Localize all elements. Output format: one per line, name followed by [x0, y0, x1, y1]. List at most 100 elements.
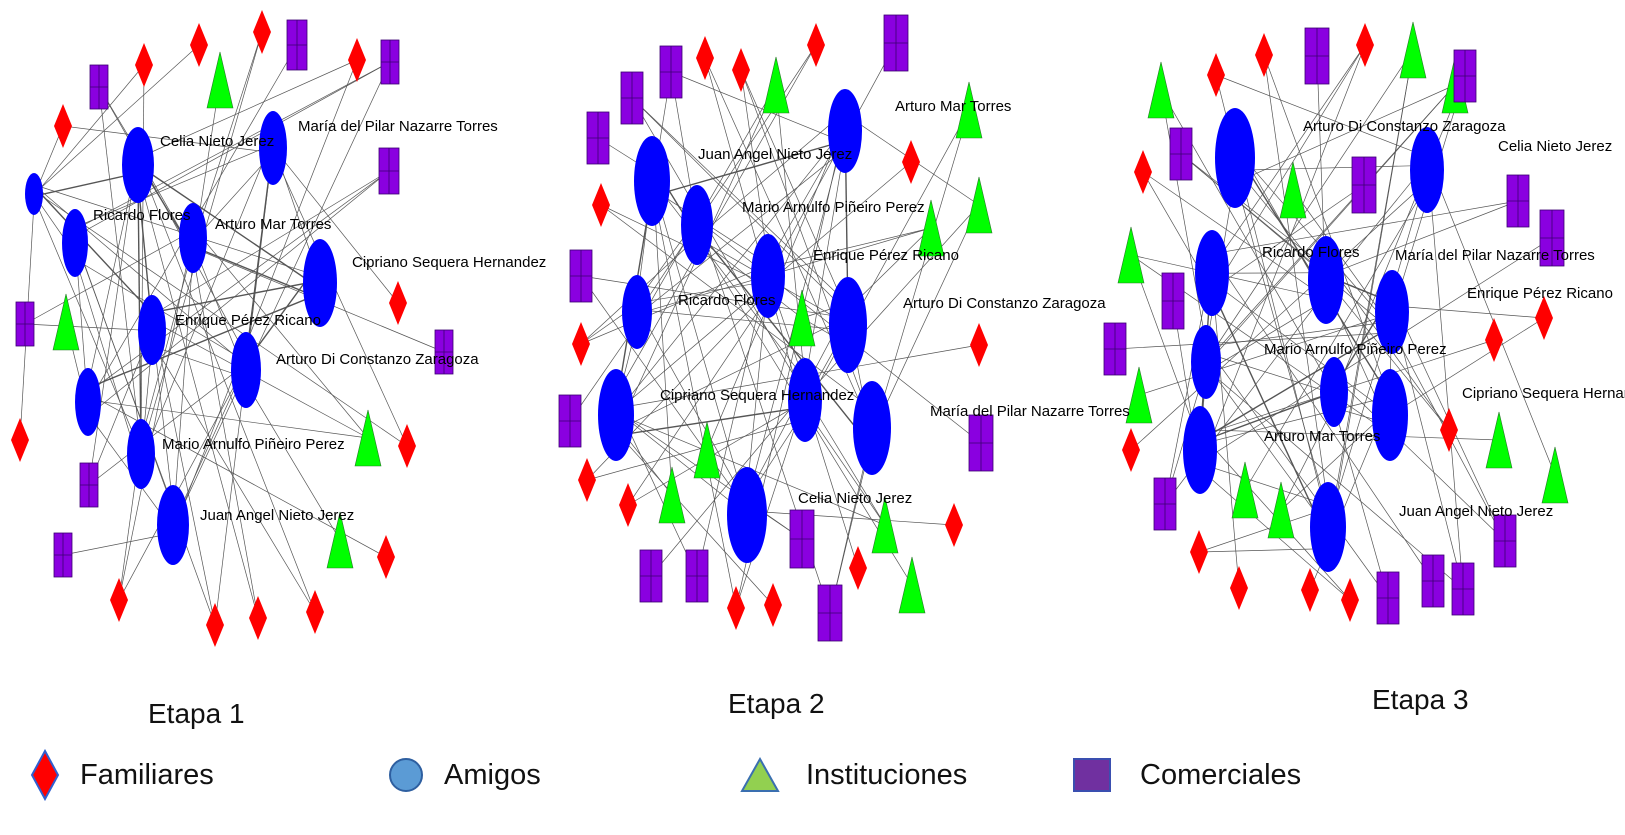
edge	[1234, 84, 1456, 184]
familiar-node	[807, 23, 825, 67]
node-label: Cipriano Sequera Hernandez	[1462, 385, 1625, 402]
amigo-node	[75, 368, 101, 436]
edge	[1199, 237, 1553, 463]
edge	[804, 109, 970, 409]
edge	[740, 69, 849, 314]
institucion-node	[1267, 481, 1295, 539]
comercial-node	[789, 509, 815, 569]
edge	[137, 164, 321, 289]
node-label: Celia Nieto Jerez	[798, 490, 912, 507]
edge	[1205, 368, 1464, 590]
node-label: Arturo Di Constanzo Zaragoza	[903, 295, 1106, 312]
edge	[1198, 548, 1329, 553]
node-label: Enrique Pérez Ricano	[1467, 285, 1613, 302]
edge	[651, 185, 737, 609]
edge	[192, 226, 369, 439]
amigo-node	[1410, 127, 1444, 213]
edge	[1280, 408, 1391, 511]
edge	[88, 329, 153, 486]
comercial-node	[1376, 571, 1400, 625]
edge	[151, 279, 321, 314]
familiar-node	[727, 586, 745, 630]
edge	[631, 97, 849, 314]
node-label: Ricardo Flores	[1262, 244, 1360, 261]
institucion-node	[1485, 411, 1513, 469]
edge	[33, 185, 153, 314]
edge	[1211, 44, 1366, 269]
comercial-node	[586, 111, 610, 165]
node-label: Juan Angel Nieto Jerez	[200, 507, 354, 524]
node-label: Juan Angel Nieto Jerez	[698, 146, 852, 163]
familiar-node	[110, 578, 128, 622]
edge	[118, 233, 194, 601]
comercial-node	[89, 64, 109, 110]
edge	[1205, 352, 1335, 395]
comercial-node	[817, 584, 843, 642]
familiar-node	[1230, 566, 1248, 610]
edge	[151, 170, 390, 316]
familiar-node	[54, 104, 72, 148]
edge	[62, 532, 174, 556]
comercial-node	[53, 532, 73, 578]
edge	[1211, 200, 1519, 255]
edge	[631, 97, 849, 305]
comercial-node	[558, 394, 582, 448]
edge	[1205, 299, 1327, 373]
circle-icon	[389, 758, 423, 792]
edge	[636, 281, 769, 304]
edge	[62, 125, 274, 154]
amigo-node	[1215, 108, 1255, 208]
amigo-node	[1320, 357, 1348, 427]
amigo-node	[231, 332, 261, 408]
institucion-node	[898, 556, 926, 614]
node-label: Cipriano Sequera Hernandez	[352, 254, 546, 271]
diamond-icon	[30, 749, 60, 801]
familiar-node	[1190, 530, 1208, 574]
edge	[871, 204, 980, 435]
edge	[670, 71, 846, 143]
stage-caption: Etapa 2	[728, 688, 825, 719]
edge	[651, 179, 806, 380]
edge	[1180, 153, 1327, 268]
comercial-node	[639, 549, 663, 603]
edge	[192, 31, 263, 246]
institucion-node	[1231, 461, 1259, 519]
legend-instituciones: Instituciones	[740, 750, 967, 800]
familiar-node	[696, 36, 714, 80]
amigo-node	[788, 358, 822, 442]
edge	[1142, 171, 1327, 299]
familiar-node	[253, 10, 271, 54]
nodes-layer	[11, 10, 1569, 647]
familiar-node	[1255, 33, 1273, 77]
node-label: Ricardo Flores	[93, 207, 191, 224]
edge	[33, 184, 321, 277]
institucion-node	[955, 81, 983, 139]
edge	[627, 400, 806, 506]
familiar-node	[135, 43, 153, 87]
legend-label: Comerciales	[1140, 758, 1302, 791]
edge	[118, 363, 247, 601]
amigo-node	[1375, 270, 1409, 354]
edge	[615, 410, 748, 515]
node-label: Mario Arnulfo Piñeiro Perez	[1264, 341, 1447, 358]
amigo-node	[622, 275, 652, 349]
edge	[1180, 153, 1327, 275]
edge	[650, 391, 806, 577]
edge	[88, 363, 247, 486]
familiar-node	[398, 424, 416, 468]
edge	[137, 159, 316, 613]
comercial-node	[1103, 322, 1127, 376]
comercial-node	[620, 71, 644, 125]
familiar-node	[1134, 150, 1152, 194]
amigo-node	[303, 239, 337, 327]
amigo-node	[179, 203, 207, 273]
edge	[74, 61, 391, 237]
comercial-node	[1351, 156, 1377, 214]
node-label: Mario Arnulfo Piñeiro Perez	[162, 436, 345, 453]
comercial-node	[685, 549, 709, 603]
edge	[1391, 305, 1545, 319]
familiar-node	[249, 596, 267, 640]
amigo-node	[259, 111, 287, 185]
stage-caption: Etapa 3	[1372, 684, 1469, 715]
comercial-node	[1161, 272, 1185, 330]
